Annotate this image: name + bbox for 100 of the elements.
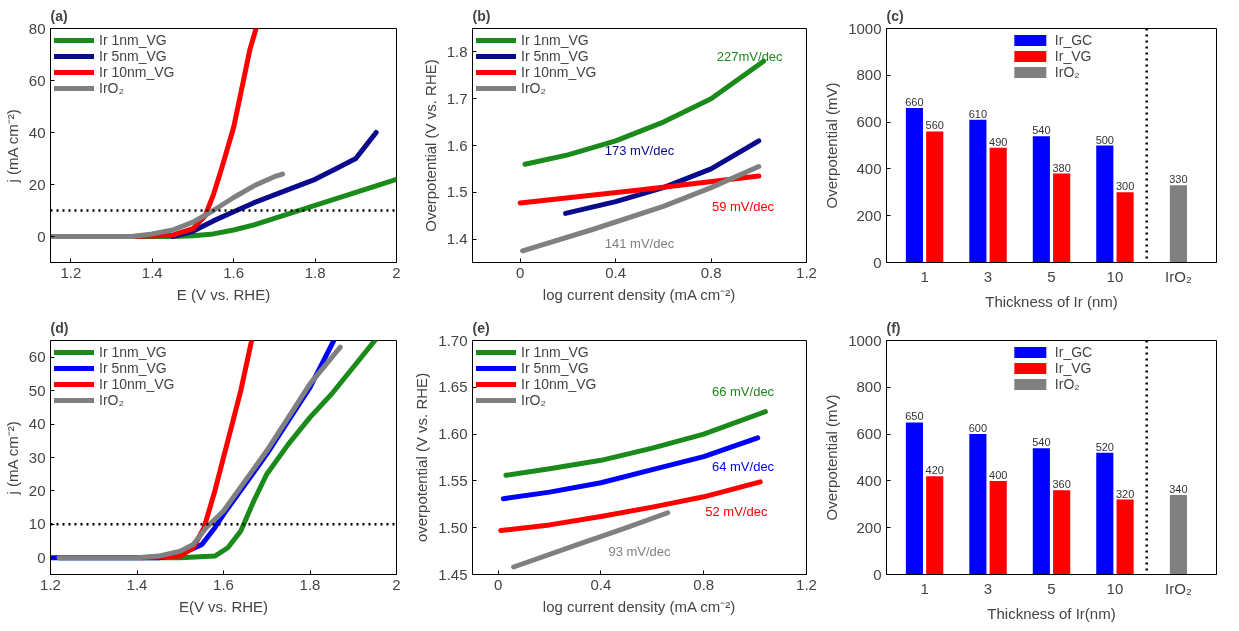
y-tick-label: 200	[856, 206, 882, 224]
legend-label: Ir_GC	[1054, 344, 1093, 360]
y-tick-label: 400	[856, 471, 882, 489]
x-tick-label: 0	[516, 263, 525, 281]
x-tick-label: 1.2	[796, 263, 817, 281]
y-tick-label: 1000	[848, 331, 882, 349]
x-tick-label: 1	[920, 267, 929, 285]
x-tick-label: 1.4	[126, 575, 148, 593]
x-tick-label: 1.8	[299, 575, 321, 593]
chart-title: (d)	[50, 319, 69, 336]
y-tick-label: 1.50	[438, 518, 468, 536]
data-label: 320	[1115, 487, 1135, 500]
y-tick-label: 1.8	[446, 42, 468, 60]
legend-label: IrO₂	[1054, 376, 1080, 392]
y-axis-title: j (mA cm⁻²)	[3, 109, 21, 184]
x-axis-title: log current density (mA cm⁻²)	[542, 597, 736, 615]
legend-label: Ir_VG	[1054, 48, 1092, 64]
y-tick-label: 400	[856, 159, 882, 177]
chart-title: (a)	[50, 7, 68, 24]
x-tick-label: 2	[392, 263, 401, 281]
x-axis-title: log current density (mA cm⁻²)	[542, 285, 736, 303]
annotation: 93 mV/dec	[608, 543, 672, 559]
y-tick-label: 0	[37, 548, 46, 566]
y-tick-label: 600	[856, 425, 882, 443]
x-tick-label: IrO₂	[1165, 267, 1192, 285]
y-axis-title: Overpotential (V vs. RHE)	[421, 59, 439, 232]
legend-label: IrO₂	[521, 80, 546, 96]
legend-label: Ir 10nm_VG	[99, 376, 175, 392]
annotation: 59 mV/dec	[711, 198, 775, 214]
data-label: 490	[989, 135, 1008, 148]
x-tick-label: 1.4	[141, 263, 163, 281]
legend-label: Ir 1nm_VG	[99, 32, 167, 48]
data-label: 300	[1115, 180, 1135, 193]
legend-label: Ir 5nm_VG	[99, 48, 167, 64]
data-label: 540	[1032, 124, 1051, 137]
data-label: 380	[1052, 161, 1071, 174]
legend-label: Ir_VG	[1054, 360, 1092, 376]
legend-label: IrO₂	[1054, 64, 1080, 80]
y-tick-label: 1.6	[446, 136, 468, 154]
y-tick-label: 1.60	[438, 425, 468, 443]
legend-label: Ir 10nm_VG	[521, 64, 597, 80]
x-axis-title: Thickness of Ir (nm)	[985, 292, 1118, 310]
data-label: 650	[905, 410, 924, 423]
legend-label: Ir 1nm_VG	[521, 32, 589, 48]
y-tick-label: 600	[856, 113, 882, 131]
y-tick-label: 20	[28, 175, 46, 193]
data-label: 400	[989, 468, 1008, 481]
x-tick-label: 3	[983, 579, 993, 597]
x-tick-label: 5	[1047, 579, 1056, 597]
y-tick-label: 30	[28, 448, 46, 466]
x-tick-label: 0.8	[700, 263, 722, 281]
y-tick-label: 200	[856, 518, 882, 536]
x-tick-label: 1.2	[40, 575, 61, 593]
y-tick-label: 0	[37, 227, 46, 245]
legend-label: Ir 10nm_VG	[521, 376, 597, 392]
x-tick-label: 1.6	[213, 575, 234, 593]
x-tick-label: 3	[983, 267, 993, 285]
x-tick-label: 0.4	[605, 263, 627, 281]
y-tick-label: 40	[28, 415, 46, 433]
data-label: 360	[1052, 478, 1071, 491]
y-tick-label: 10	[28, 515, 46, 533]
x-tick-label: 1.8	[304, 263, 326, 281]
chart-title: (c)	[886, 7, 904, 24]
x-tick-label: 1	[920, 579, 929, 597]
legend-label: Ir 1nm_VG	[99, 344, 167, 360]
x-tick-label: 0	[494, 575, 503, 593]
legend-label: Ir 10nm_VG	[99, 64, 175, 80]
legend-label: IrO₂	[99, 392, 124, 408]
y-tick-label: 1.7	[446, 89, 468, 107]
legend-label: Ir 5nm_VG	[521, 48, 589, 64]
data-label: 600	[968, 422, 988, 435]
chart-title: (f)	[886, 319, 901, 336]
y-tick-label: 1.55	[438, 471, 468, 489]
legend-label: Ir_GC	[1054, 32, 1093, 48]
data-label: 330	[1169, 173, 1188, 186]
data-label: 500	[1095, 133, 1114, 146]
y-axis-title: j (mA cm⁻²)	[3, 421, 21, 496]
y-tick-label: 1.45	[438, 565, 468, 583]
x-tick-label: 5	[1047, 267, 1056, 285]
x-tick-label: 0.8	[693, 575, 715, 593]
y-tick-label: 1.70	[438, 331, 468, 349]
annotation: 66 mV/dec	[711, 384, 775, 400]
y-tick-label: 1000	[848, 19, 882, 37]
legend-label: IrO₂	[521, 392, 546, 408]
y-axis-title: Overpotential (mV)	[823, 82, 841, 209]
x-tick-label: 2	[392, 575, 401, 593]
x-tick-label: 1.2	[796, 575, 817, 593]
legend-label: Ir 1nm_VG	[521, 344, 589, 360]
x-axis-title: Thickness of Ir(nm)	[987, 604, 1116, 622]
y-tick-label: 40	[28, 123, 46, 141]
data-label: 660	[905, 96, 924, 109]
y-tick-label: 20	[28, 481, 46, 499]
y-axis-title: overpotential (V vs. RHE)	[413, 372, 431, 543]
x-tick-label: 1.2	[60, 263, 82, 281]
data-label: 520	[1095, 440, 1114, 453]
annotation: 52 mV/dec	[705, 503, 768, 519]
y-tick-label: 800	[856, 66, 882, 84]
x-tick-label: 0.4	[590, 575, 612, 593]
x-tick-label: 10	[1106, 579, 1124, 597]
legend-label: IrO₂	[99, 80, 124, 96]
